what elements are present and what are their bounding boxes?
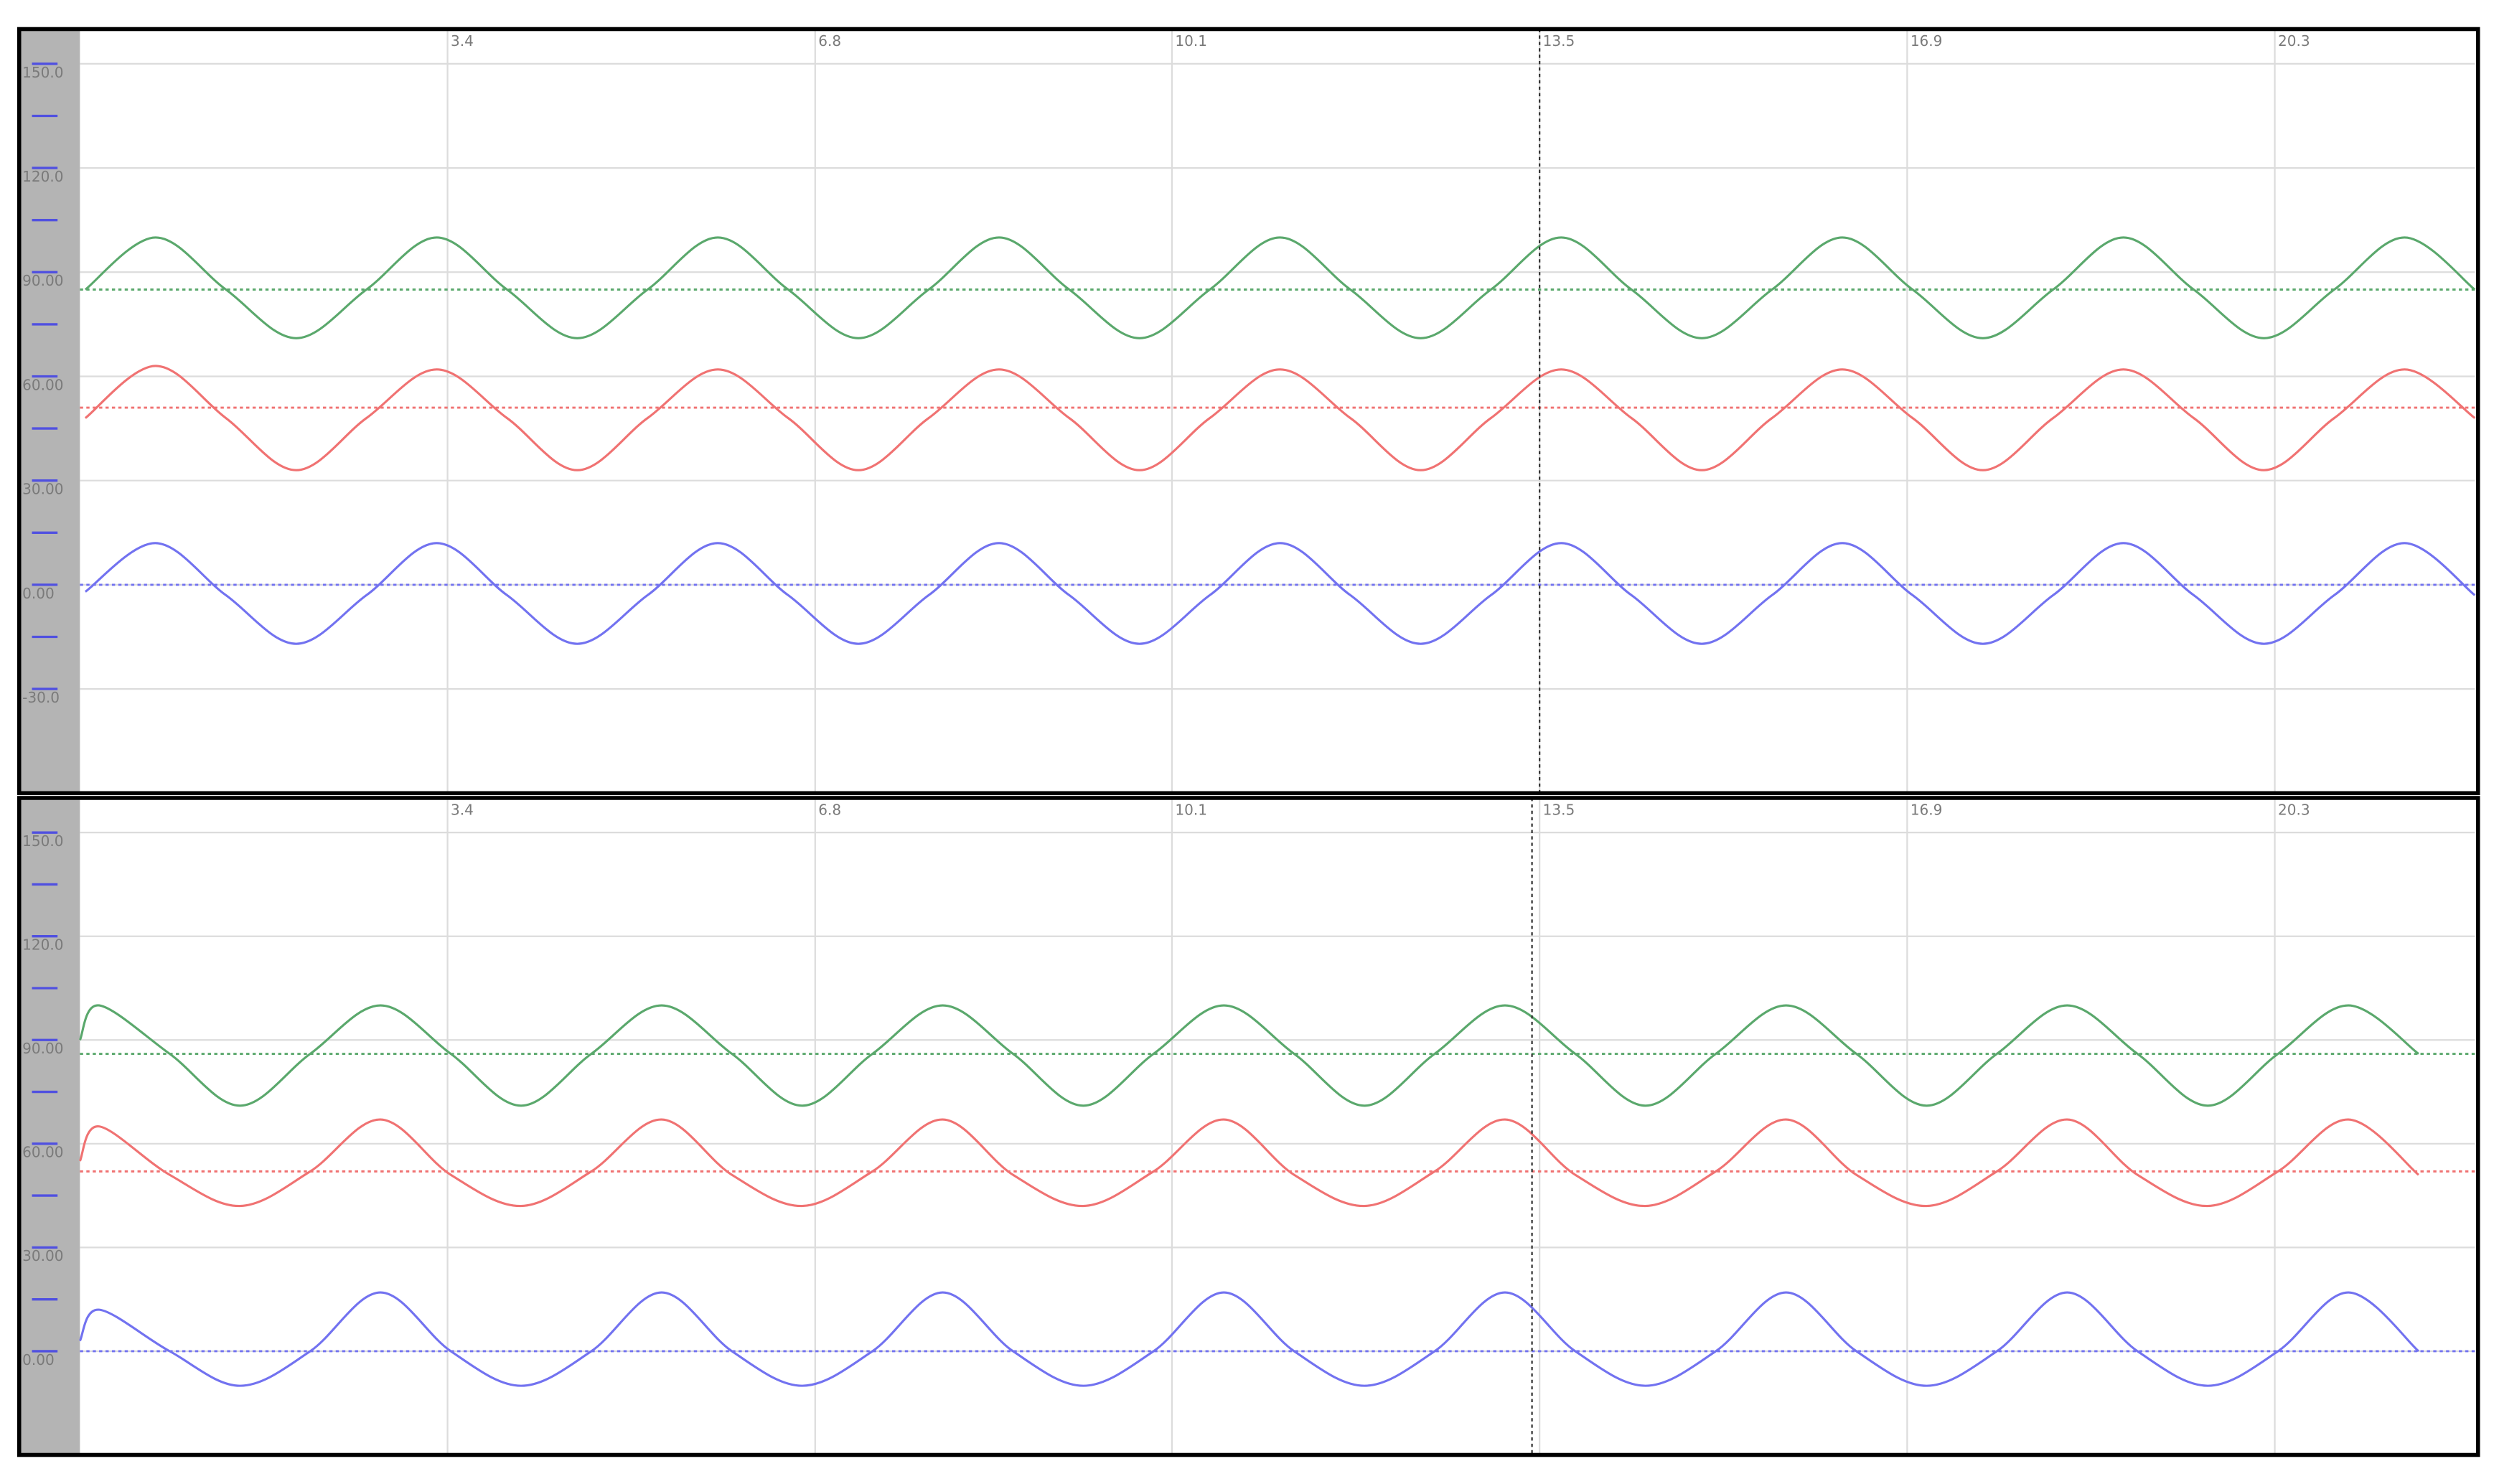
y-tick-label: 0.00	[22, 585, 55, 602]
trace	[78, 1004, 2419, 1107]
x-tick-label: 20.3	[2278, 32, 2310, 50]
y-tick-label: 60.00	[22, 1144, 63, 1161]
y-tick-label: 90.00	[22, 1040, 63, 1057]
trace	[84, 542, 2476, 645]
trace	[84, 365, 2476, 471]
x-tick-label: 10.1	[1175, 801, 1207, 818]
y-tick-label: 30.00	[22, 1247, 63, 1264]
x-tick-label: 16.9	[1911, 32, 1943, 50]
panel-frame	[17, 27, 2480, 796]
trace	[78, 1118, 2419, 1208]
x-tick-label: 6.8	[818, 801, 841, 818]
y-tick-label: -30.0	[22, 689, 60, 706]
x-tick-label: 13.5	[1543, 801, 1575, 818]
panel-frame	[17, 796, 2480, 1457]
y-tick-label: 30.00	[22, 481, 63, 498]
x-tick-label: 13.5	[1543, 32, 1575, 50]
x-tick-label: 20.3	[2278, 801, 2310, 818]
trace	[78, 1291, 2419, 1387]
x-tick-label: 3.4	[451, 801, 474, 818]
x-tick-label: 16.9	[1911, 801, 1943, 818]
trace	[84, 236, 2476, 339]
y-tick-label: 0.00	[22, 1351, 55, 1368]
x-tick-label: 10.1	[1175, 32, 1207, 50]
y-tick-label: 90.00	[22, 272, 63, 289]
y-tick-label: 150.0	[22, 832, 63, 850]
x-tick-label: 6.8	[818, 32, 841, 50]
plot-area	[80, 797, 2475, 1455]
scale-strip	[19, 797, 80, 1455]
x-tick-label: 3.4	[451, 32, 474, 50]
y-tick-label: 60.00	[22, 376, 63, 393]
y-tick-label: 120.0	[22, 936, 63, 954]
y-tick-label: 150.0	[22, 64, 63, 81]
y-tick-label: 120.0	[22, 168, 63, 185]
scale-strip	[19, 29, 80, 794]
plot-area	[80, 29, 2475, 794]
